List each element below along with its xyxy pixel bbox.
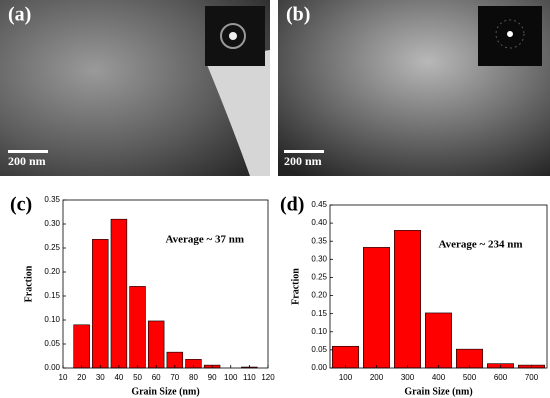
x-tick-label: 70 <box>170 373 179 382</box>
y-tick-label: 0.40 <box>311 218 327 227</box>
panel-label: (c) <box>10 194 32 216</box>
x-tick-label: 30 <box>96 373 105 382</box>
y-tick-label: 0.00 <box>311 363 327 372</box>
scale-bar-label: 200 nm <box>8 154 46 168</box>
y-tick-label: 0.25 <box>311 273 327 282</box>
x-tick-label: 60 <box>152 373 161 382</box>
x-tick-label: 50 <box>133 373 142 382</box>
bar <box>110 218 128 369</box>
y-tick-label: 0.30 <box>44 219 60 228</box>
bar <box>363 247 390 369</box>
x-tick-label: 40 <box>114 373 123 382</box>
x-tick-label: 20 <box>77 373 86 382</box>
y-tick-label: 0.05 <box>44 339 60 348</box>
y-tick-label: 0.25 <box>44 243 60 252</box>
x-tick-label: 10 <box>59 373 68 382</box>
tem-image-b: (b) 200 nm <box>278 0 550 176</box>
x-tick-label: 300 <box>401 373 415 382</box>
bar <box>394 230 421 369</box>
x-axis-label: Grain Size (nm) <box>404 386 472 397</box>
y-tick-label: 0.20 <box>311 291 327 300</box>
x-tick-label: 100 <box>224 373 238 382</box>
y-axis-label: Fraction <box>290 268 301 305</box>
y-tick-label: 0.15 <box>44 291 60 300</box>
y-tick-label: 0.10 <box>311 327 327 336</box>
x-tick-label: 500 <box>463 373 477 382</box>
annotation: Average ~ 37 nm <box>166 234 245 246</box>
y-tick-label: 0.15 <box>311 309 327 318</box>
x-axis-label: Grain Size (nm) <box>131 386 199 397</box>
x-tick-label: 100 <box>339 373 353 382</box>
y-tick-label: 0.30 <box>311 254 327 263</box>
x-tick-label: 110 <box>243 373 256 382</box>
bar <box>332 345 359 369</box>
y-tick-label: 0.05 <box>311 345 327 354</box>
plot-frame <box>62 199 269 369</box>
annotation: Average ~ 234 nm <box>439 239 523 251</box>
bar <box>425 312 452 369</box>
bar <box>73 324 90 369</box>
panel-label: (d) <box>280 194 304 216</box>
scale-bar-label: 200 nm <box>284 154 322 168</box>
bar <box>147 320 165 369</box>
y-tick-label: 0.10 <box>44 315 60 324</box>
y-tick-label: 0.35 <box>311 236 327 245</box>
y-axis-label: Fraction <box>23 265 34 302</box>
y-tick-label: 0.35 <box>44 195 60 204</box>
x-tick-label: 700 <box>525 373 539 382</box>
x-tick-label: 400 <box>432 373 446 382</box>
x-tick-label: 90 <box>208 373 217 382</box>
y-tick-label: 0.00 <box>44 363 60 372</box>
tem-image-a: (a) 200 nm <box>0 0 270 176</box>
y-tick-label: 0.45 <box>311 200 327 209</box>
panel-label: (b) <box>286 4 310 26</box>
x-tick-label: 120 <box>261 373 275 382</box>
panel-label: (a) <box>8 4 31 26</box>
bar <box>129 286 146 369</box>
x-tick-label: 600 <box>494 373 508 382</box>
x-tick-label: 80 <box>189 373 198 382</box>
bar <box>92 239 109 369</box>
y-tick-label: 0.20 <box>44 267 60 276</box>
x-tick-label: 200 <box>370 373 384 382</box>
